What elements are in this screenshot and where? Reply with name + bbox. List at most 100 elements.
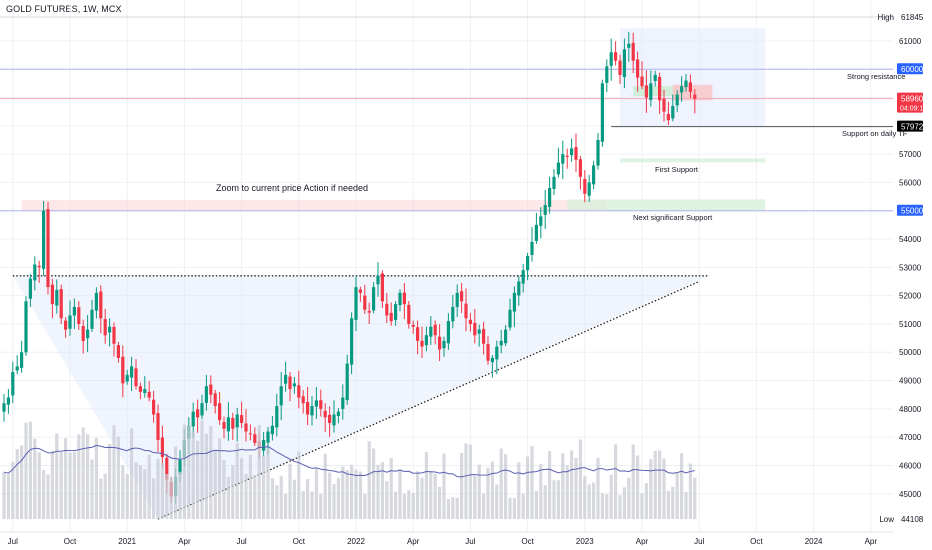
candle-body bbox=[451, 306, 455, 322]
candle-body bbox=[363, 295, 367, 310]
candle-body bbox=[596, 139, 600, 166]
volume-bar bbox=[592, 482, 596, 519]
volume-bar bbox=[196, 440, 200, 519]
volume-bar bbox=[499, 448, 503, 519]
volume-bar bbox=[64, 438, 68, 519]
volume-bar bbox=[627, 477, 631, 519]
candle-body bbox=[354, 287, 358, 320]
price-axis-tick-label: 57000 bbox=[899, 150, 922, 159]
candle-body bbox=[508, 309, 512, 328]
volume-bar bbox=[424, 452, 428, 519]
price-badge-bg bbox=[897, 204, 923, 216]
volume-ma-line bbox=[3, 444, 695, 478]
volume-bar bbox=[218, 438, 222, 519]
volume-bar bbox=[578, 439, 582, 519]
volume-bar bbox=[521, 493, 525, 519]
candle-body bbox=[112, 326, 116, 344]
candle-body bbox=[631, 42, 635, 61]
volume-bar bbox=[693, 477, 697, 519]
volume-bar bbox=[609, 474, 613, 519]
volume-bar bbox=[178, 471, 182, 519]
strong-resistance-text: Strong resistance bbox=[847, 72, 905, 81]
volume-bar bbox=[28, 421, 32, 519]
time-axis-label: Oct bbox=[750, 537, 763, 546]
volume-bar bbox=[59, 451, 63, 519]
candle-body bbox=[160, 437, 164, 457]
volume-bar bbox=[596, 457, 600, 519]
volume-bar bbox=[618, 495, 622, 519]
volume-bar bbox=[477, 464, 481, 519]
candle-body bbox=[42, 210, 46, 269]
candle-body bbox=[614, 52, 618, 61]
candle-body bbox=[429, 326, 433, 337]
volume-bar bbox=[266, 447, 270, 519]
candle-body bbox=[350, 318, 354, 365]
price-axis-tick-label: 51000 bbox=[899, 320, 922, 329]
volume-bar bbox=[306, 478, 310, 519]
candle-body bbox=[407, 304, 411, 324]
volume-bar bbox=[363, 493, 367, 519]
candle-body bbox=[37, 265, 41, 268]
price-badge-bg bbox=[897, 92, 923, 113]
price-badge-value: 55000 bbox=[901, 207, 924, 216]
volume-bar bbox=[583, 476, 587, 519]
volume-bar bbox=[270, 478, 274, 519]
volume-bar bbox=[226, 476, 230, 519]
candle-body bbox=[548, 188, 552, 207]
volume-bar bbox=[288, 463, 292, 519]
candle-body bbox=[310, 406, 314, 416]
candle-body bbox=[504, 329, 508, 344]
volume-bar bbox=[2, 472, 6, 519]
candle-body bbox=[460, 291, 464, 302]
time-axis-label: Jul bbox=[8, 537, 18, 546]
volume-bar bbox=[680, 453, 684, 519]
volume-bar bbox=[77, 434, 81, 519]
price-axis-tick-label: 45000 bbox=[899, 490, 922, 499]
chart-title: GOLD FUTURES, 1W, MCX bbox=[6, 4, 122, 14]
volume-bar bbox=[636, 455, 640, 519]
time-axis-label: Oct bbox=[293, 537, 306, 546]
volume-bar bbox=[152, 478, 156, 519]
price-badge-value: 58960 bbox=[901, 95, 924, 104]
volume-bar bbox=[671, 486, 675, 519]
candle-body bbox=[512, 292, 516, 312]
candle-body bbox=[482, 329, 486, 344]
next-support-zone bbox=[567, 199, 766, 211]
candle-body bbox=[323, 410, 327, 418]
volume-bar bbox=[248, 454, 252, 519]
volume-bar bbox=[534, 491, 538, 519]
volume-bar bbox=[411, 492, 415, 519]
candle-body bbox=[446, 321, 450, 344]
candle-body bbox=[262, 439, 266, 451]
time-axis-label: Jul bbox=[694, 537, 704, 546]
candle-body bbox=[424, 335, 428, 346]
price-badge-value: 57972 bbox=[901, 123, 924, 132]
volume-bar bbox=[539, 464, 543, 519]
candle-body bbox=[570, 148, 574, 156]
volume-bar bbox=[169, 477, 173, 519]
volume-bar bbox=[565, 465, 569, 519]
volume-bar bbox=[640, 493, 644, 519]
candle-body bbox=[627, 43, 631, 48]
candle-body bbox=[636, 59, 640, 78]
price-axis-tick-label: 53000 bbox=[899, 263, 922, 272]
volume-bar bbox=[68, 452, 72, 519]
volume-bar bbox=[20, 445, 24, 519]
candle-body bbox=[662, 98, 666, 112]
volume-bar bbox=[147, 454, 151, 519]
candle-body bbox=[24, 301, 28, 353]
candle-body bbox=[11, 372, 15, 396]
volume-bar bbox=[416, 471, 420, 519]
candle-body bbox=[94, 292, 98, 311]
volume-bar bbox=[90, 459, 94, 519]
volume-bar bbox=[451, 497, 455, 519]
volume-bar bbox=[605, 494, 609, 519]
price-axis-tick-label: 48000 bbox=[899, 405, 922, 414]
volume-bar bbox=[644, 483, 648, 519]
candle-body bbox=[587, 182, 591, 196]
candle-body bbox=[653, 74, 657, 81]
volume-bar bbox=[160, 462, 164, 519]
volume-bar bbox=[55, 433, 59, 519]
price-badge-bg bbox=[897, 120, 923, 132]
